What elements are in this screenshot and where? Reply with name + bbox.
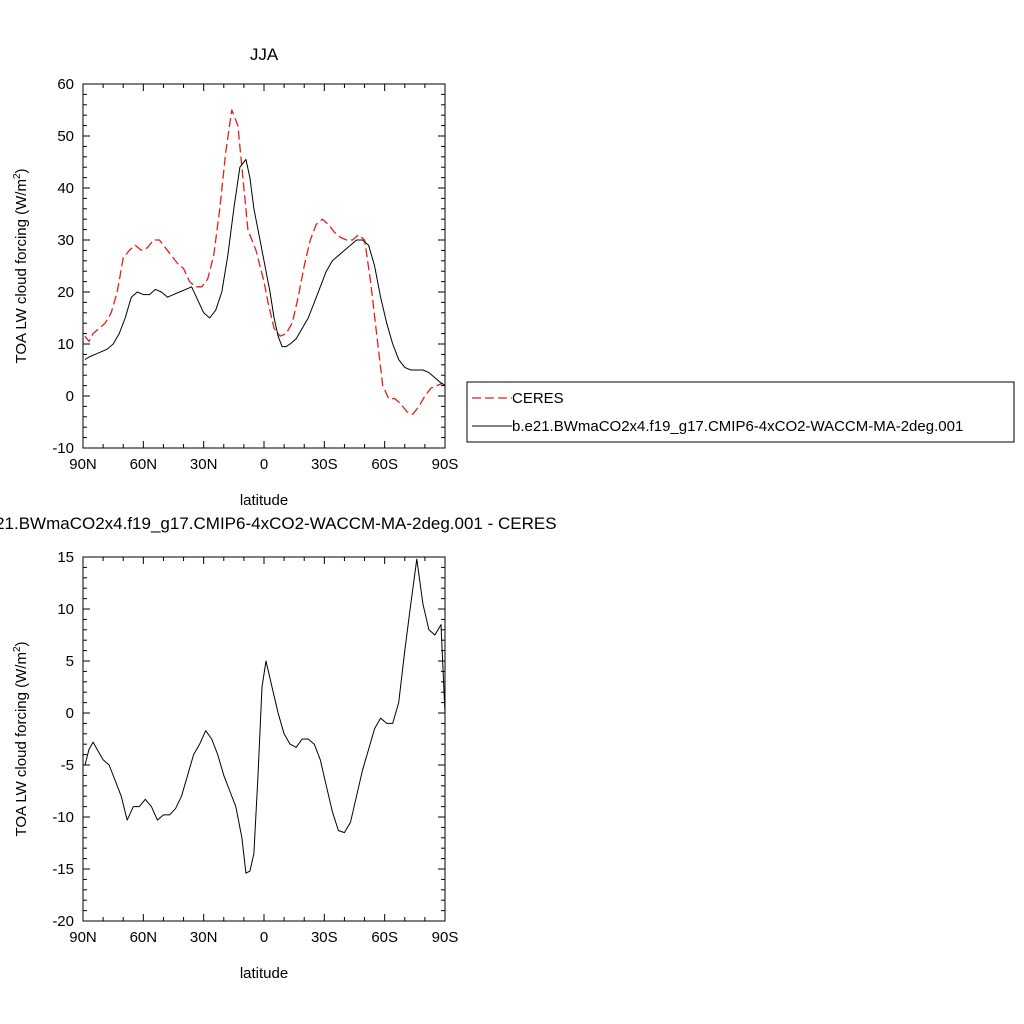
bottom-x-tick-label: 90N <box>69 929 97 946</box>
top-x-tick-label: 0 <box>260 456 268 473</box>
top-plot-series <box>84 109 446 415</box>
top-x-tick-label: 30N <box>190 456 218 473</box>
top-x-tick-label: 90N <box>69 456 97 473</box>
bottom-x-tick-label: 60S <box>371 929 398 946</box>
top-series-line-ceres <box>84 109 444 415</box>
bottom-y-axis-label: TOA LW cloud forcing (W/m2) <box>12 641 30 836</box>
legend-label-ceres: CERES <box>512 390 564 407</box>
top-axis-ticks: 90N 60N 30N 0 30S 60S 90S -10 0 10 20 30 40 50 60 <box>52 76 458 473</box>
top-x-tick-label: 90S <box>432 456 459 473</box>
top-x-tick-label: 60S <box>371 456 398 473</box>
legend: CERES b.e21.BWmaCO2x4.f19_g17.CMIP6-4xCO… <box>466 381 1015 443</box>
bottom-x-tick-label: 60N <box>130 929 158 946</box>
bottom-axis-ticks: 90N 60N 30N 0 30S 60S 90S -20 -15 -10 -5 0 5 10 15 <box>52 549 458 946</box>
bottom-chart-title: b.e21.BWmaCO2x4.f19_g17.CMIP6-4xCO2-WACC… <box>0 514 557 533</box>
bottom-y-tick-label: -15 <box>52 861 74 878</box>
top-panel: JJA 90N 60N 30N 0 30S 60S 90S-100102030405060 … <box>12 45 458 509</box>
bottom-x-axis-label: latitude <box>240 965 288 982</box>
top-chart-title: JJA <box>250 45 279 64</box>
top-y-tick-label: 40 <box>57 180 74 197</box>
bottom-panel: b.e21.BWmaCO2x4.f19_g17.CMIP6-4xCO2-WACC… <box>0 514 557 982</box>
top-plot-frame <box>82 83 446 449</box>
top-y-tick-label: 60 <box>57 76 74 93</box>
top-y-tick-label: 10 <box>57 336 74 353</box>
top-y-tick-label: 50 <box>57 128 74 145</box>
bottom-y-tick-label: 10 <box>57 601 74 618</box>
top-x-tick-label: 30S <box>311 456 338 473</box>
bottom-plot-series <box>84 558 446 874</box>
legend-label-model: b.e21.BWmaCO2x4.f19_g17.CMIP6-4xCO2-WACC… <box>512 418 963 435</box>
bottom-y-tick-label: 15 <box>57 549 74 566</box>
bottom-y-tick-label: -10 <box>52 809 74 826</box>
bottom-plot-frame <box>82 556 446 922</box>
top-series-line-model <box>84 158 446 387</box>
top-y-tick-label: 20 <box>57 284 74 301</box>
top-y-tick-label: -10 <box>52 440 74 457</box>
bottom-y-tick-label: -5 <box>61 757 74 774</box>
top-y-tick-label: 0 <box>66 388 74 405</box>
legend-box <box>466 381 1015 443</box>
top-y-tick-label: 30 <box>57 232 74 249</box>
top-y-axis-label: TOA LW cloud forcing (W/m2) <box>12 168 30 363</box>
bottom-x-tick-label: 0 <box>260 929 268 946</box>
bottom-x-tick-label: 30S <box>311 929 338 946</box>
top-x-axis-label: latitude <box>240 492 288 509</box>
top-x-tick-label: 60N <box>130 456 158 473</box>
bottom-y-tick-label: 0 <box>66 705 74 722</box>
bottom-y-tick-label: -20 <box>52 913 74 930</box>
bottom-x-tick-label: 30N <box>190 929 218 946</box>
bottom-y-tick-label: 5 <box>66 653 74 670</box>
bottom-series-line-difference <box>84 558 446 874</box>
bottom-x-tick-label: 90S <box>432 929 459 946</box>
